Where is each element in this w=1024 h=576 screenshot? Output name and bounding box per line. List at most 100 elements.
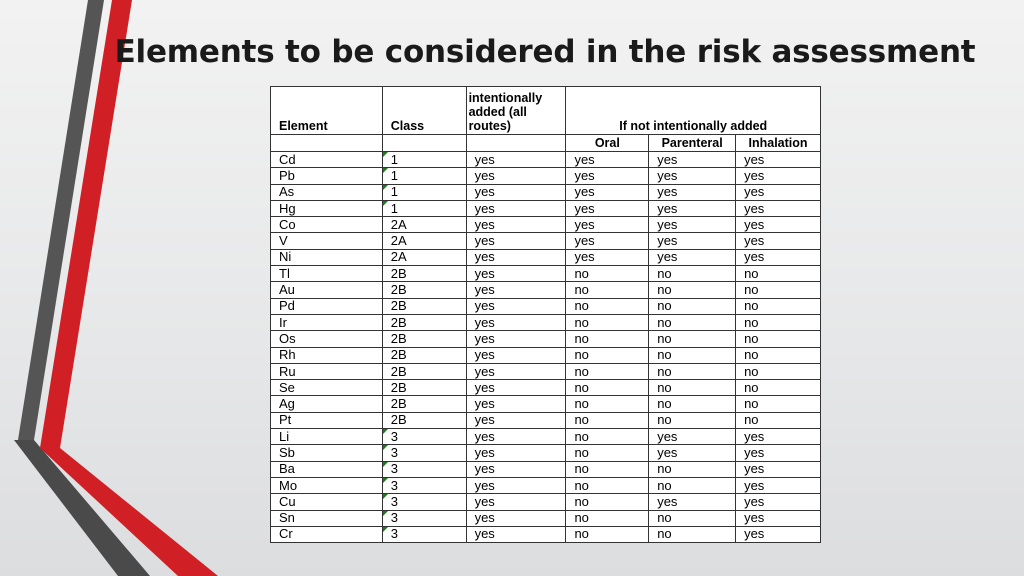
element-cell: Ir — [270, 313, 383, 332]
parenteral-cell: yes — [648, 216, 737, 234]
class-cell: 3 — [381, 476, 467, 495]
element-cell: Pt — [270, 411, 383, 430]
class-cell: 2B — [381, 411, 467, 430]
parenteral-cell: yes — [648, 444, 737, 462]
class-cell: 3 — [381, 460, 467, 478]
class-cell: 2B — [381, 395, 467, 413]
table-row: Pd 2B yes no no no — [270, 297, 821, 315]
intentionally-added-cell: yes — [465, 150, 567, 169]
inhalation-cell: yes — [735, 199, 821, 218]
class-cell: 2A — [381, 232, 467, 250]
element-cell: Pd — [270, 297, 383, 315]
intentionally-added-cell: yes — [465, 395, 567, 413]
inhalation-cell: yes — [735, 460, 821, 478]
class-cell: 2B — [381, 313, 467, 332]
intentionally-added-cell: yes — [465, 313, 567, 332]
table-row: Au 2B yes no no no — [270, 281, 821, 299]
intentionally-added-cell: yes — [465, 411, 567, 430]
inhalation-cell: yes — [735, 493, 821, 511]
class-cell: 2B — [381, 281, 467, 299]
parenteral-cell: yes — [648, 428, 737, 446]
decor-red-stripe-lower — [40, 448, 218, 576]
inhalation-cell: no — [735, 411, 821, 430]
oral-cell: no — [565, 476, 650, 495]
inhalation-cell: yes — [735, 150, 821, 169]
table-row: Ba 3 yes no no yes — [270, 460, 821, 478]
table-body: Cd 1 yes yes yes yes Pb 1 yes yes yes yes As 1 yes yes y… — [270, 150, 821, 544]
table-row: Ni 2A yes yes yes yes — [270, 248, 821, 267]
inhalation-cell: yes — [735, 232, 821, 250]
inhalation-cell: yes — [735, 509, 821, 527]
decor-red-stripe — [40, 0, 132, 448]
class-cell: 1 — [381, 183, 467, 201]
element-cell: Mo — [270, 476, 383, 495]
inhalation-cell: no — [735, 362, 821, 381]
class-cell: 3 — [381, 428, 467, 446]
class-cell: 2A — [381, 248, 467, 267]
table-row: Cr 3 yes no no yes — [270, 525, 821, 544]
element-cell: Sb — [270, 444, 383, 462]
header-if-not-intentionally-added: If not intentionally added — [565, 86, 821, 135]
inhalation-cell: no — [735, 281, 821, 299]
element-cell: Ba — [270, 460, 383, 478]
class-cell: 3 — [381, 493, 467, 511]
oral-cell: yes — [565, 167, 650, 185]
parenteral-cell: no — [648, 346, 737, 364]
decor-gray-stripe-lower — [14, 440, 150, 576]
parenteral-cell: yes — [648, 199, 737, 218]
table-row: Sn 3 yes no no yes — [270, 509, 821, 527]
oral-cell: no — [565, 346, 650, 364]
header-blank — [270, 134, 383, 152]
inhalation-cell: no — [735, 297, 821, 315]
inhalation-cell: yes — [735, 183, 821, 201]
element-cell: Li — [270, 428, 383, 446]
element-cell: Sn — [270, 509, 383, 527]
table-row: Tl 2B yes no no no — [270, 265, 821, 283]
table-row: Pb 1 yes yes yes yes — [270, 167, 821, 185]
parenteral-cell: no — [648, 460, 737, 478]
element-cell: Cd — [270, 150, 383, 169]
oral-cell: yes — [565, 216, 650, 234]
element-cell: Tl — [270, 265, 383, 283]
parenteral-cell: no — [648, 379, 737, 397]
oral-cell: no — [565, 265, 650, 283]
table-row: Ag 2B yes no no no — [270, 395, 821, 413]
parenteral-cell: yes — [648, 167, 737, 185]
intentionally-added-cell: yes — [465, 232, 567, 250]
intentionally-added-cell: yes — [465, 460, 567, 478]
header-blank — [465, 134, 567, 152]
element-cell: Os — [270, 330, 383, 348]
intentionally-added-cell: yes — [465, 216, 567, 234]
intentionally-added-cell: yes — [465, 297, 567, 315]
slide-title: Elements to be considered in the risk as… — [114, 34, 976, 70]
class-cell: 3 — [381, 509, 467, 527]
inhalation-cell: yes — [735, 428, 821, 446]
oral-cell: no — [565, 297, 650, 315]
intentionally-added-cell: yes — [465, 509, 567, 527]
table-row: Ir 2B yes no no no — [270, 313, 821, 332]
element-cell: V — [270, 232, 383, 250]
inhalation-cell: no — [735, 313, 821, 332]
intentionally-added-cell: yes — [465, 476, 567, 495]
inhalation-cell: no — [735, 395, 821, 413]
oral-cell: yes — [565, 248, 650, 267]
class-cell: 3 — [381, 525, 467, 544]
parenteral-cell: yes — [648, 150, 737, 169]
intentionally-added-cell: yes — [465, 525, 567, 544]
class-cell: 2B — [381, 346, 467, 364]
element-cell: Ni — [270, 248, 383, 267]
oral-cell: no — [565, 281, 650, 299]
table-row: Se 2B yes no no no — [270, 379, 821, 397]
inhalation-cell: no — [735, 330, 821, 348]
table-row: Pt 2B yes no no no — [270, 411, 821, 430]
class-cell: 2B — [381, 265, 467, 283]
inhalation-cell: no — [735, 379, 821, 397]
decor-gray-stripe — [18, 0, 104, 440]
parenteral-cell: yes — [648, 248, 737, 267]
header-blank — [381, 134, 467, 152]
oral-cell: no — [565, 460, 650, 478]
class-cell: 1 — [381, 167, 467, 185]
header-intentionally-added: intentionally added (all routes) — [465, 86, 567, 135]
parenteral-cell: no — [648, 411, 737, 430]
